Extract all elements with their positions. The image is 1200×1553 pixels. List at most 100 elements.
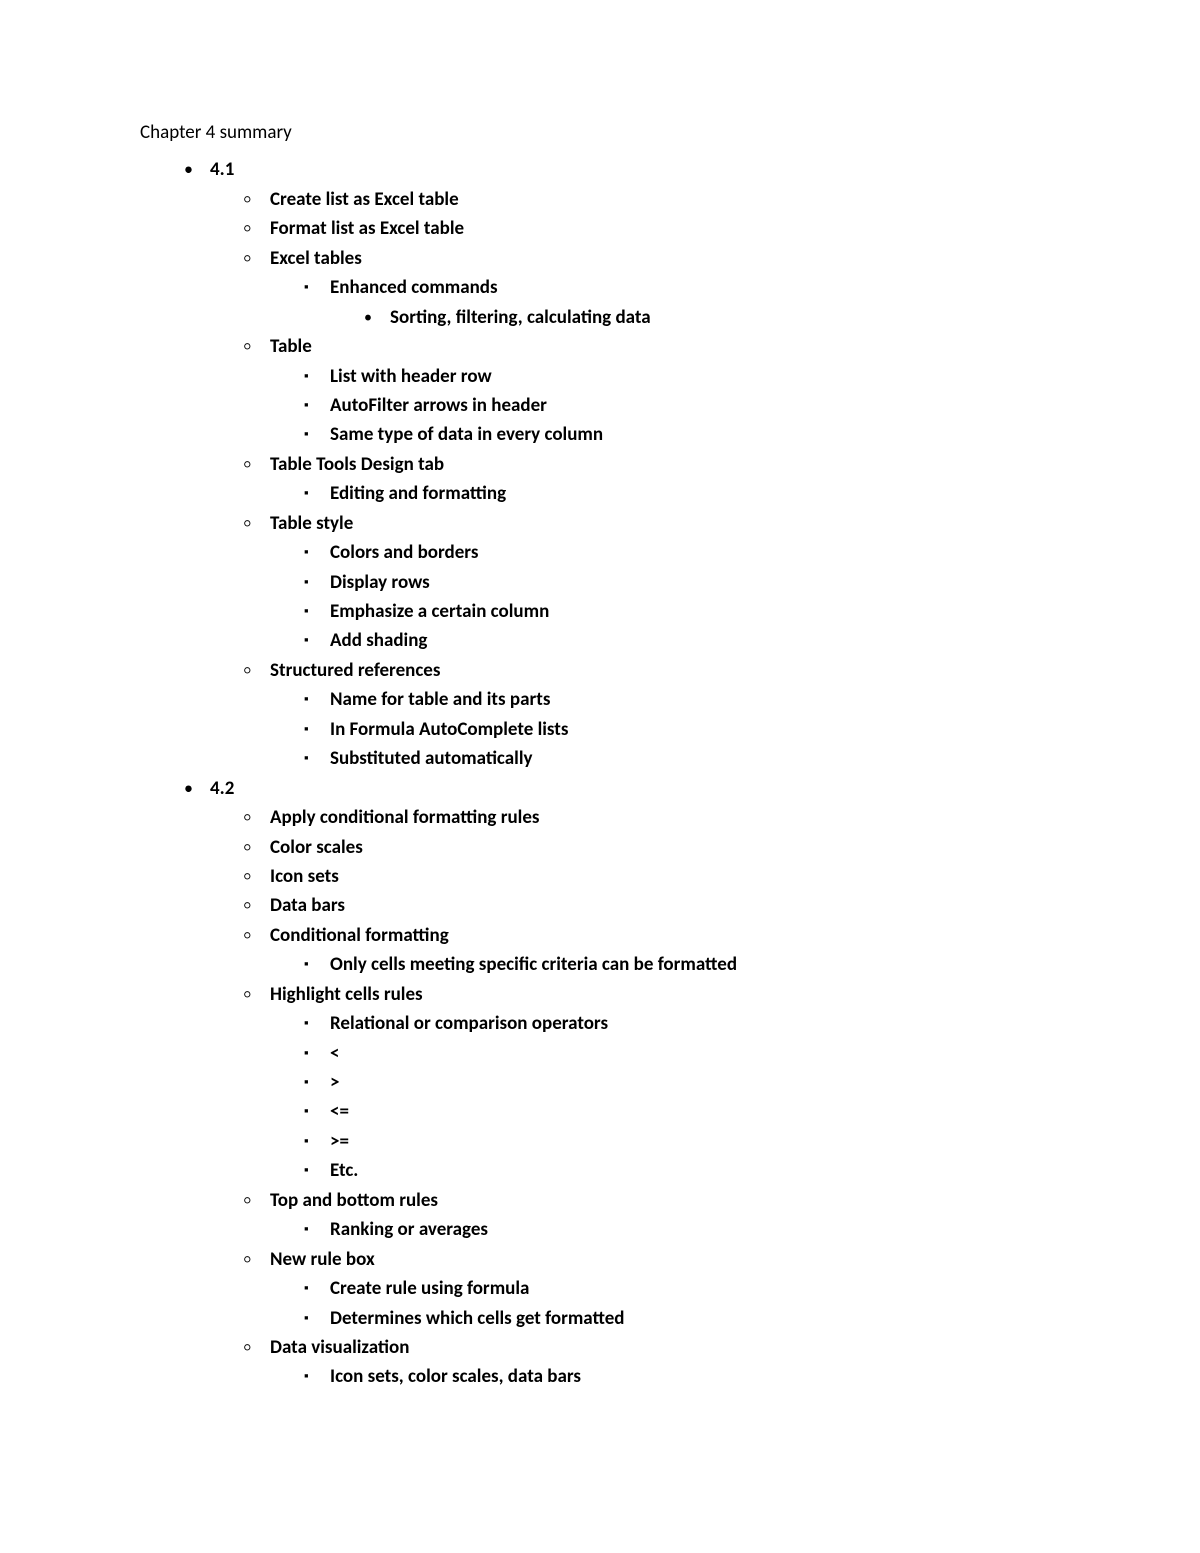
circle-bullet-icon [244, 450, 270, 479]
circle-bullet-icon [244, 803, 270, 832]
outline-item-text: In Formula AutoComplete lists [330, 715, 568, 744]
outline-item-text: New rule box [270, 1245, 375, 1274]
outline-item: > [140, 1068, 1060, 1097]
square-bullet-icon [304, 1068, 330, 1097]
outline-item: New rule box [140, 1245, 1060, 1274]
outline-item: 4.2 [140, 774, 1060, 803]
outline-item-text: Etc. [330, 1156, 358, 1185]
outline-item-text: Apply conditional formatting rules [270, 803, 539, 832]
outline-item: < [140, 1039, 1060, 1068]
outline-item: >= [140, 1127, 1060, 1156]
outline-item: In Formula AutoComplete lists [140, 715, 1060, 744]
outline-item-text: > [330, 1068, 339, 1097]
outline-item-text: Add shading [330, 626, 427, 655]
square-bullet-icon [304, 1362, 330, 1391]
outline-item: Apply conditional formatting rules [140, 803, 1060, 832]
outline-item-text: Table [270, 332, 312, 361]
outline-item-text: Format list as Excel table [270, 214, 464, 243]
outline-item: Substituted automatically [140, 744, 1060, 773]
outline-item: Top and bottom rules [140, 1186, 1060, 1215]
outline-item: Determines which cells get formatted [140, 1304, 1060, 1333]
outline-item: Format list as Excel table [140, 214, 1060, 243]
square-bullet-icon [304, 362, 330, 391]
outline-item: Table style [140, 509, 1060, 538]
square-bullet-icon [304, 420, 330, 449]
outline-item: Create list as Excel table [140, 185, 1060, 214]
circle-bullet-icon [244, 185, 270, 214]
circle-bullet-icon [244, 332, 270, 361]
outline-item-text: Name for table and its parts [330, 685, 550, 714]
outline-item-text: Excel tables [270, 244, 362, 273]
circle-bullet-icon [244, 509, 270, 538]
square-bullet-icon [304, 1097, 330, 1126]
outline-item-text: Data visualization [270, 1333, 409, 1362]
square-bullet-icon [304, 626, 330, 655]
outline-item-text: Top and bottom rules [270, 1186, 438, 1215]
circle-bullet-icon [244, 980, 270, 1009]
outline-item-text: Only cells meeting specific criteria can… [330, 950, 737, 979]
outline-item-text: >= [330, 1127, 349, 1156]
disc-bullet-icon [184, 155, 210, 184]
circle-bullet-icon [244, 656, 270, 685]
circle-bullet-icon [244, 862, 270, 891]
outline-item: Name for table and its parts [140, 685, 1060, 714]
outline-item: <= [140, 1097, 1060, 1126]
outline-item: Add shading [140, 626, 1060, 655]
square-bullet-icon [304, 568, 330, 597]
outline-item-text: Create list as Excel table [270, 185, 459, 214]
outline-item: Icon sets, color scales, data bars [140, 1362, 1060, 1391]
square-bullet-icon [304, 391, 330, 420]
outline-item-text: Enhanced commands [330, 273, 498, 302]
square-bullet-icon [304, 1215, 330, 1244]
square-bullet-icon [304, 1009, 330, 1038]
outline-item: AutoFilter arrows in header [140, 391, 1060, 420]
outline-item-text: Icon sets [270, 862, 339, 891]
outline-item-text: < [330, 1039, 339, 1068]
outline-item: Relational or comparison operators [140, 1009, 1060, 1038]
outline-item-text: List with header row [330, 362, 492, 391]
outline-item: Excel tables [140, 244, 1060, 273]
outline-item: Structured references [140, 656, 1060, 685]
document-page: Chapter 4 summary 4.1 Create list as Exce… [0, 0, 1200, 1452]
outline-item-text: Colors and borders [330, 538, 478, 567]
outline-item-text: Icon sets, color scales, data bars [330, 1362, 581, 1391]
outline-item: Same type of data in every column [140, 420, 1060, 449]
outline-item-text: Emphasize a certain column [330, 597, 549, 626]
outline-item: Table [140, 332, 1060, 361]
circle-bullet-icon [244, 1333, 270, 1362]
circle-bullet-icon [244, 214, 270, 243]
outline-item: Data visualization [140, 1333, 1060, 1362]
outline-item: List with header row [140, 362, 1060, 391]
outline-item: Display rows [140, 568, 1060, 597]
square-bullet-icon [304, 538, 330, 567]
circle-bullet-icon [244, 244, 270, 273]
page-title: Chapter 4 summary [140, 118, 1060, 147]
outline-item: Emphasize a certain column [140, 597, 1060, 626]
outline-item-text: Substituted automatically [330, 744, 533, 773]
outline-item: Enhanced commands [140, 273, 1060, 302]
square-bullet-icon [304, 744, 330, 773]
disc-bullet-icon [184, 774, 210, 803]
square-bullet-icon [304, 273, 330, 302]
outline-item-text: Data bars [270, 891, 345, 920]
outline-item-text: Ranking or averages [330, 1215, 488, 1244]
outline-item: Create rule using formula [140, 1274, 1060, 1303]
square-bullet-icon [304, 1127, 330, 1156]
outline-item-text: Structured references [270, 656, 440, 685]
outline-item: Table Tools Design tab [140, 450, 1060, 479]
outline-item-text: Relational or comparison operators [330, 1009, 608, 1038]
outline-item: Ranking or averages [140, 1215, 1060, 1244]
outline-item-text: 4.1 [210, 155, 234, 184]
outline-item: Highlight cells rules [140, 980, 1060, 1009]
outline-item-text: Same type of data in every column [330, 420, 603, 449]
outline-item-text: Table Tools Design tab [270, 450, 444, 479]
outline-item-text: Determines which cells get formatted [330, 1304, 625, 1333]
outline-item: Etc. [140, 1156, 1060, 1185]
square-bullet-icon [304, 597, 330, 626]
circle-bullet-icon [244, 1245, 270, 1274]
outline-item-text: Editing and formatting [330, 479, 506, 508]
outline-item-text: <= [330, 1097, 349, 1126]
square-bullet-icon [304, 1156, 330, 1185]
outline-item-text: Display rows [330, 568, 430, 597]
outline-item: Editing and formatting [140, 479, 1060, 508]
